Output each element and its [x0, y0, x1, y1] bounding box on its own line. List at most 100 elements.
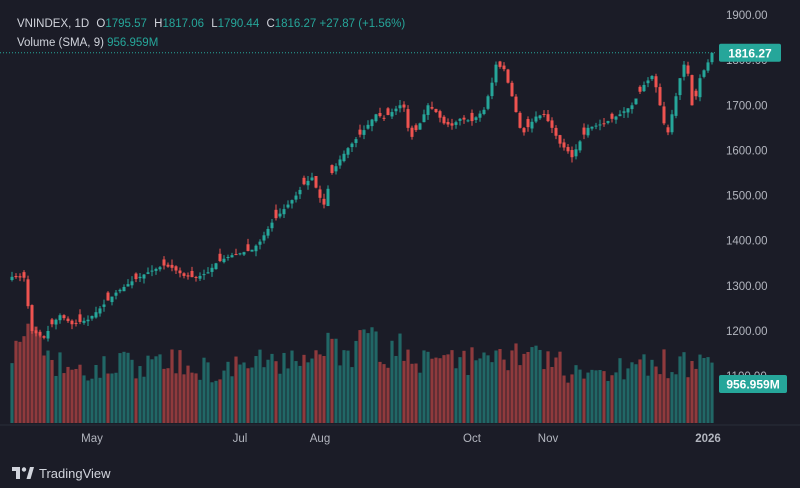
volume-bar	[446, 354, 450, 423]
candle-body	[78, 314, 82, 322]
volume-bar	[602, 371, 606, 423]
volume-bar	[90, 378, 94, 423]
candle-body	[126, 284, 130, 287]
candle-body	[262, 235, 266, 241]
candle-body	[234, 254, 238, 256]
tradingview-icon	[12, 467, 34, 479]
candle-body	[222, 258, 226, 263]
candle-body	[302, 177, 306, 185]
candle-body	[634, 98, 638, 105]
volume-bar	[518, 365, 522, 423]
candle-body	[110, 296, 114, 303]
volume-bar	[386, 367, 390, 423]
candle-body	[402, 104, 406, 108]
volume-bar	[314, 350, 318, 423]
candle-body	[226, 256, 230, 258]
candle-body	[390, 112, 394, 117]
candle-body	[334, 166, 338, 172]
volume-bar	[654, 366, 658, 423]
volume-bar	[458, 357, 462, 423]
volume-bar	[26, 323, 30, 423]
candle-body	[266, 228, 270, 236]
candle-body	[678, 78, 682, 96]
volume-bar	[98, 377, 102, 423]
volume-bar	[478, 358, 482, 423]
volume-bar	[94, 364, 98, 423]
candle-body	[422, 114, 426, 123]
legend-high: 1817.06	[162, 18, 205, 30]
y-tick-label: 1500.00	[726, 191, 768, 203]
candle-body	[378, 112, 382, 117]
candle-body	[562, 142, 566, 148]
candle-body	[598, 124, 602, 126]
price-chart[interactable]: 1900.001800.001700.001600.001500.001400.…	[0, 0, 800, 458]
legend-low: 1790.44	[217, 18, 260, 30]
legend-open-label: O	[96, 18, 106, 30]
x-tick-label: May	[81, 433, 103, 445]
volume-bar	[306, 362, 310, 423]
volume-bar	[86, 380, 90, 423]
volume-bar	[666, 378, 670, 423]
candle-body	[286, 204, 290, 208]
volume-bar	[374, 331, 378, 423]
volume-bar	[38, 335, 42, 423]
candle-body	[42, 336, 46, 338]
volume-bar	[330, 338, 334, 423]
volume-bar	[402, 360, 406, 423]
candle-body	[590, 126, 594, 129]
candle-body	[594, 125, 598, 127]
volume-bar	[462, 350, 466, 423]
volume-bar	[62, 373, 66, 423]
candle-body	[454, 122, 458, 125]
volume-bar	[190, 372, 194, 423]
candle-body	[610, 113, 614, 119]
candle-body	[702, 70, 706, 77]
candle-body	[534, 116, 538, 122]
legend-symbol: VNINDEX	[17, 18, 69, 30]
volume-bar	[178, 350, 182, 423]
candle-body	[470, 112, 474, 122]
candle-body	[318, 189, 322, 198]
x-tick-label: Jul	[233, 433, 248, 445]
volume-bar	[390, 340, 394, 423]
candle-body	[274, 209, 278, 219]
volume-bar	[510, 350, 514, 423]
volume-bar	[322, 355, 326, 423]
candle-body	[458, 118, 462, 121]
candle-body	[538, 115, 542, 119]
volume-bar	[282, 352, 286, 423]
candle-body	[210, 267, 214, 272]
volume-bar	[574, 365, 578, 423]
volume-bar	[250, 367, 254, 423]
volume-bar	[166, 368, 170, 423]
candle-body	[182, 273, 186, 276]
candle-body	[86, 319, 90, 322]
volume-bar	[370, 327, 374, 423]
candle-body	[618, 114, 622, 117]
candle-body	[386, 108, 390, 115]
volume-bar	[362, 329, 366, 423]
candle-body	[122, 286, 126, 292]
candle-body	[494, 64, 498, 83]
volume-bar	[658, 374, 662, 423]
candle-body	[350, 143, 354, 148]
volume-bar	[454, 368, 458, 423]
candle-body	[550, 120, 554, 128]
candle-body	[10, 276, 14, 280]
candle-body	[558, 135, 562, 144]
candle-body	[674, 96, 678, 116]
volume-bar	[542, 369, 546, 423]
volume-bar	[514, 343, 518, 423]
volume-bar	[558, 351, 562, 423]
volume-bar	[118, 353, 122, 423]
volume-bar	[170, 349, 174, 423]
legend-low-label: L	[211, 18, 218, 30]
candle-body	[242, 252, 246, 255]
candle-body	[698, 78, 702, 98]
candle-body	[314, 175, 318, 188]
volume-bar	[154, 356, 158, 423]
candle-body	[382, 117, 386, 119]
volume-bar	[182, 374, 186, 423]
tradingview-logo[interactable]: TradingView	[12, 466, 111, 481]
candle-body	[290, 200, 294, 204]
